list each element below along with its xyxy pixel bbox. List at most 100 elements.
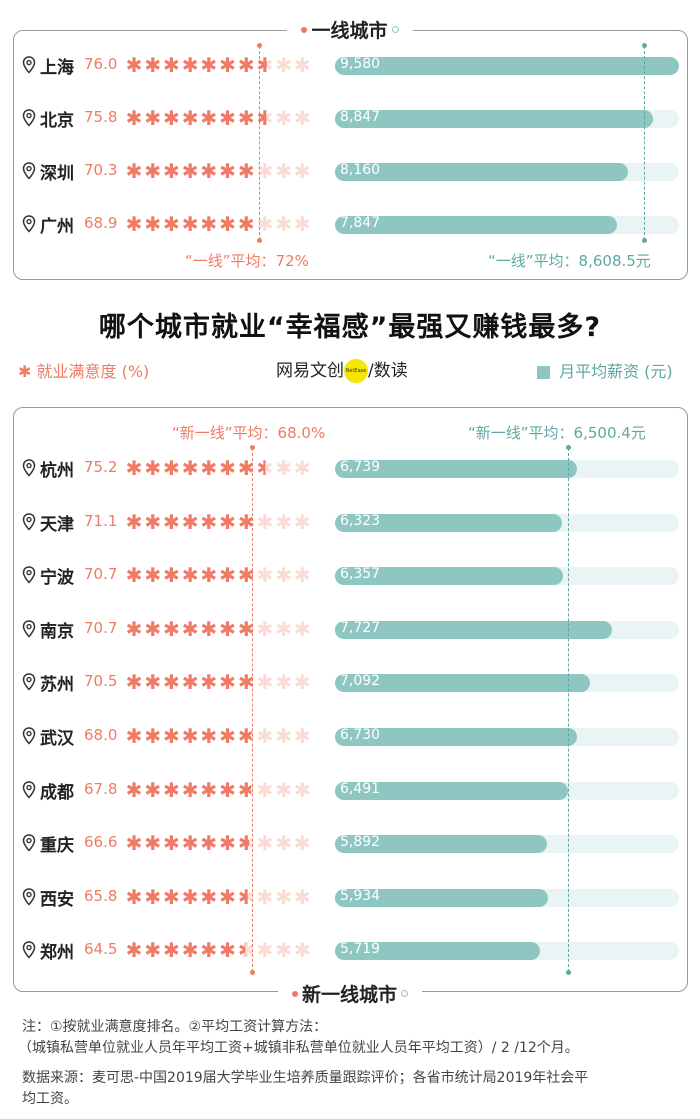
svg-text:✱: ✱ xyxy=(238,778,255,802)
svg-text:✱: ✱ xyxy=(126,778,142,802)
star-mark: ✱✱ xyxy=(238,670,255,694)
satisfaction-value: 66.6 xyxy=(84,833,118,852)
svg-text:✱: ✱ xyxy=(294,885,311,909)
star-mark: ✱ xyxy=(275,724,292,748)
svg-text:✱: ✱ xyxy=(238,53,255,77)
star-mark: ✱ xyxy=(275,938,292,962)
star-mark: ✱ xyxy=(294,670,311,694)
svg-text:✱: ✱ xyxy=(257,106,274,130)
svg-text:✱: ✱ xyxy=(144,670,161,694)
star-mark: ✱ xyxy=(257,938,274,962)
location-pin-icon xyxy=(22,56,36,74)
svg-text:✱: ✱ xyxy=(238,456,255,480)
svg-text:✱: ✱ xyxy=(163,456,180,480)
salary-value: 6,739 xyxy=(340,459,381,475)
city-row: 西安 65.8 ✱ ✱ ✱ ✱ ✱ ✱ ✱ ✱ ✱ ✱ ✱ ✱ ✱ ✱ ✱ ✱ ✱ 5,934 xyxy=(0,882,700,912)
legend-salary: 月平均薪资 (元) xyxy=(537,358,673,382)
svg-text:✱: ✱ xyxy=(144,724,161,748)
location-pin-icon xyxy=(22,512,36,531)
svg-text:✱: ✱ xyxy=(163,778,180,802)
svg-text:✱: ✱ xyxy=(257,885,274,909)
location-pin-icon xyxy=(22,888,36,906)
salary-bar xyxy=(335,728,577,746)
svg-text:✱: ✱ xyxy=(257,617,274,641)
svg-text:✱: ✱ xyxy=(144,778,161,802)
svg-text:✱: ✱ xyxy=(144,563,161,587)
svg-text:✱: ✱ xyxy=(275,938,292,962)
svg-text:✱: ✱ xyxy=(200,938,217,962)
star-mark: ✱ xyxy=(275,778,292,802)
svg-text:✱: ✱ xyxy=(200,670,217,694)
svg-text:✱: ✱ xyxy=(294,670,311,694)
svg-text:✱: ✱ xyxy=(144,724,161,748)
svg-text:✱: ✱ xyxy=(182,563,199,587)
star-mark: ✱✱ xyxy=(200,212,217,236)
satisfaction-stars: ✱✱ ✱✱ ✱✱ ✱✱ ✱✱ ✱✱ ✱✱ ✱✱ ✱ ✱ xyxy=(126,563,311,587)
satisfaction-value: 68.9 xyxy=(84,214,118,232)
svg-text:✱: ✱ xyxy=(275,778,292,802)
svg-text:✱: ✱ xyxy=(200,617,217,641)
svg-text:✱: ✱ xyxy=(275,106,292,130)
svg-text:✱: ✱ xyxy=(144,456,161,480)
svg-text:✱: ✱ xyxy=(257,938,274,962)
svg-text:✱: ✱ xyxy=(238,53,255,77)
satisfaction-stars: ✱✱ ✱✱ ✱✱ ✱✱ ✱✱ ✱✱ ✱✱ ✱ ✱ ✱ xyxy=(126,778,311,802)
city-name: 苏州 xyxy=(40,675,74,696)
city-row: 广州 68.9 ✱ ✱ ✱ ✱ ✱ ✱ ✱ ✱ ✱ ✱ ✱ ✱ ✱ ✱ ✱ ✱ ✱ 7,847 xyxy=(0,209,700,239)
svg-text:✱: ✱ xyxy=(219,831,236,855)
svg-text:✱: ✱ xyxy=(238,212,255,236)
svg-text:✱: ✱ xyxy=(182,885,199,909)
city-name: 重庆 xyxy=(40,836,74,857)
city-name: 南京 xyxy=(40,621,74,642)
svg-text:✱: ✱ xyxy=(144,670,161,694)
svg-text:✱: ✱ xyxy=(126,53,142,77)
location-pin-icon xyxy=(22,941,36,960)
star-mark: ✱✱ xyxy=(126,831,142,855)
star-mark: ✱✱ xyxy=(219,938,236,962)
star-mark: ✱ xyxy=(275,159,292,183)
star-mark: ✱✱ xyxy=(163,510,180,534)
svg-text:✱: ✱ xyxy=(238,510,255,534)
svg-text:✱: ✱ xyxy=(294,724,311,748)
svg-text:✱: ✱ xyxy=(238,106,255,130)
city-row: 成都 67.8 ✱ ✱ ✱ ✱ ✱ ✱ ✱ ✱ ✱ ✱ ✱ ✱ ✱ ✱ ✱ ✱ ✱ 6,491 xyxy=(0,775,700,805)
star-mark: ✱✱ xyxy=(182,212,199,236)
city-row: 深圳 70.3 ✱ ✱ ✱ ✱ ✱ ✱ ✱ ✱ ✱ ✱ ✱ ✱ ✱ ✱ ✱ ✱ ✱ ✱ 8,160 xyxy=(0,156,700,186)
legend-satisfaction-label: 就业满意度 (%) xyxy=(36,362,150,381)
star-mark: ✱ xyxy=(294,106,311,130)
star-mark: ✱ xyxy=(294,510,311,534)
svg-text:✱: ✱ xyxy=(144,456,161,480)
svg-text:✱: ✱ xyxy=(200,159,217,183)
svg-text:✱: ✱ xyxy=(163,510,180,534)
satisfaction-value: 68.0 xyxy=(84,726,118,744)
svg-text:✱: ✱ xyxy=(294,212,311,236)
svg-text:✱: ✱ xyxy=(219,159,236,183)
svg-text:✱: ✱ xyxy=(144,617,161,641)
star-mark: ✱ xyxy=(257,831,274,855)
star-mark: ✱✱ xyxy=(238,778,255,802)
svg-text:✱: ✱ xyxy=(144,938,161,962)
svg-text:✱: ✱ xyxy=(257,617,274,641)
star-mark: ✱✱ xyxy=(219,456,236,480)
salary-avg-line xyxy=(644,46,646,240)
salary-bar xyxy=(335,460,577,478)
legend-salary-label: 月平均薪资 (元) xyxy=(559,362,673,381)
svg-text:✱: ✱ xyxy=(275,53,292,77)
svg-text:✱: ✱ xyxy=(144,510,161,534)
star-mark: ✱✱ xyxy=(200,106,217,130)
svg-text:✱: ✱ xyxy=(238,563,255,587)
star-mark: ✱✱ xyxy=(144,456,161,480)
first-tier-salary-avg-label: “一线”平均：8,608.5元 xyxy=(488,252,651,270)
svg-text:✱: ✱ xyxy=(200,938,217,962)
svg-text:✱: ✱ xyxy=(257,831,274,855)
satisfaction-stars: ✱✱ ✱✱ ✱✱ ✱✱ ✱✱ ✱✱ ✱✱ ✱✱ ✱ ✱ xyxy=(126,53,311,77)
star-mark: ✱✱ xyxy=(238,885,255,909)
star-mark: ✱ xyxy=(275,510,292,534)
svg-text:✱: ✱ xyxy=(126,670,142,694)
svg-text:✱: ✱ xyxy=(219,159,236,183)
salary-avg-line-end-dot xyxy=(642,238,648,243)
satisfaction-stars: ✱✱ ✱✱ ✱✱ ✱✱ ✱✱ ✱✱ ✱✱ ✱✱ ✱ ✱ xyxy=(126,617,311,641)
star-mark: ✱✱ xyxy=(219,212,236,236)
svg-text:✱: ✱ xyxy=(238,159,255,183)
svg-text:✱: ✱ xyxy=(163,106,180,130)
